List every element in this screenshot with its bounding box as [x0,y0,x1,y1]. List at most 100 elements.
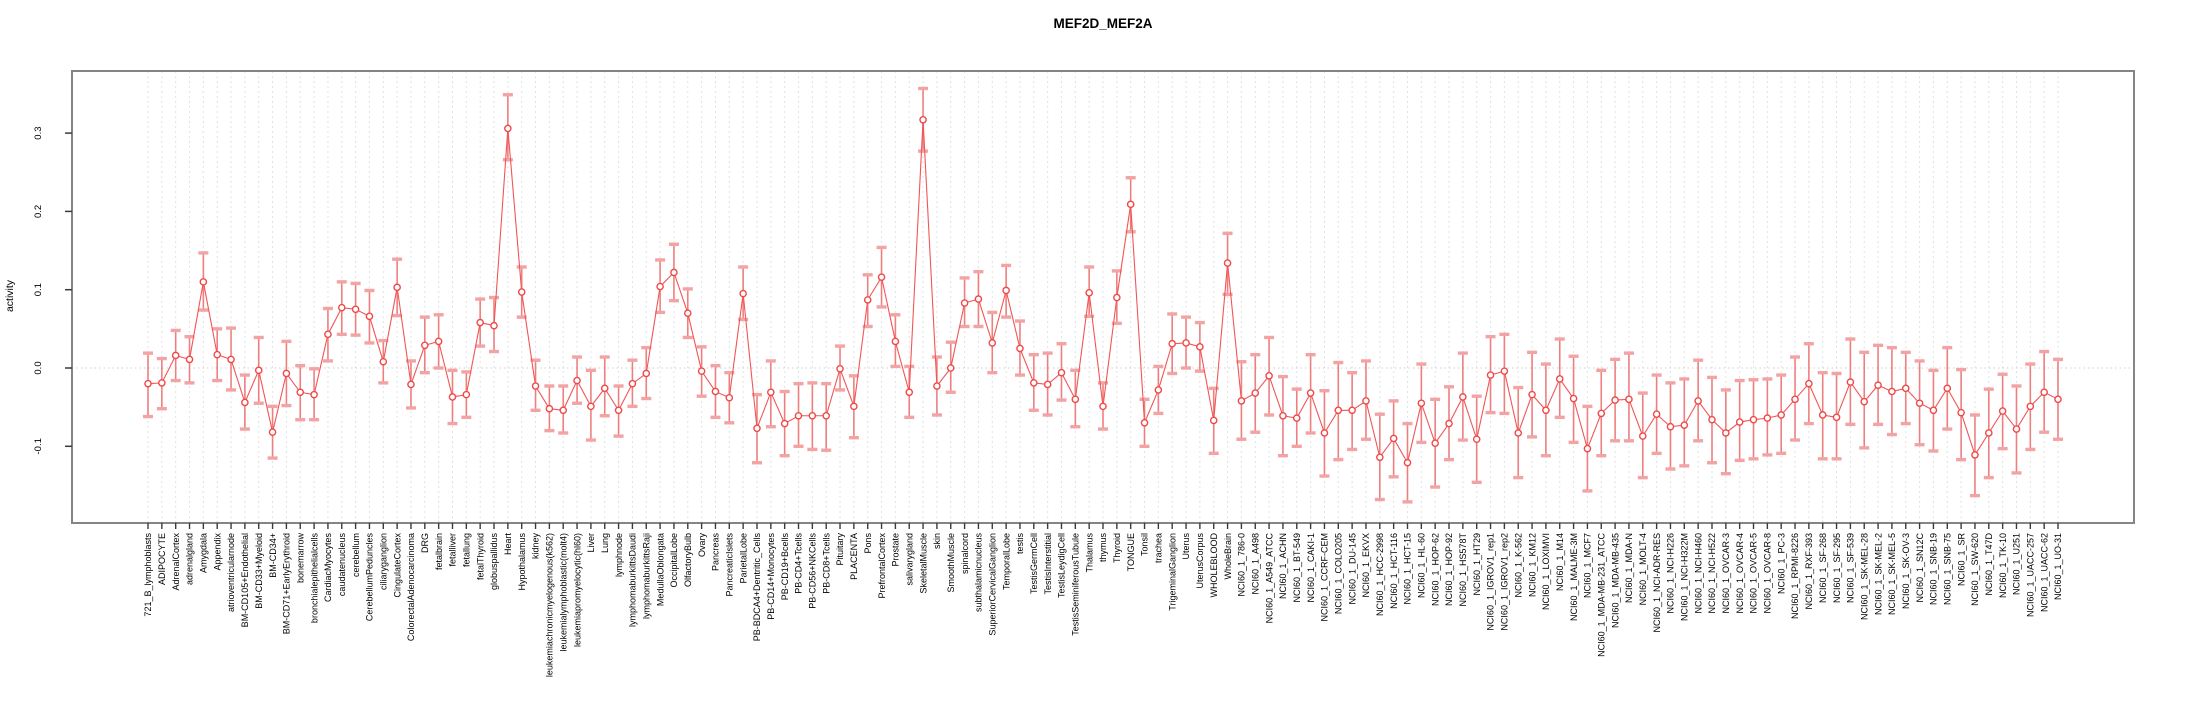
data-point [822,411,830,420]
data-point [1126,200,1135,209]
data-point [836,364,844,373]
data-point [850,402,858,411]
x-tick-label: subthalamicnucleus [974,533,984,613]
x-tick-label: NCI60_1_SF-539 [1846,533,1856,603]
data-point [1265,372,1273,380]
x-tick-label: Uterus [1181,533,1191,560]
data-point [1666,422,1675,431]
y-tick-label: 0.1 [33,283,44,296]
data-point [739,289,747,298]
data-point [379,357,388,366]
x-tick-label: TestisLeydigCell [1057,533,1067,598]
x-tick-label: PLACENTA [849,533,859,580]
x-tick-label: Thalamus [1084,533,1094,573]
x-tick-label: BM-CD71+EarlyErythroid [282,533,292,634]
x-tick-label: TemporalLobe [1001,533,1011,590]
data-point [946,364,955,372]
data-point [2054,395,2062,404]
x-tick-label: NCI60_1_HCT-116 [1389,533,1399,609]
x-tick-label: NCI60_1_UACC-62 [2039,533,2049,612]
data-point [877,273,886,281]
data-point [1652,410,1661,419]
data-point [1085,289,1093,297]
x-tick-label: leukemiapromyelocytic(hl60) [572,533,582,647]
x-tick-label: Tonsil [1140,533,1150,556]
x-tick-label: NCI60_1_NCI-H226 [1666,533,1676,614]
x-tick-label: OccipitalLobe [669,533,679,588]
data-point [587,402,595,411]
x-tick-label: PB-CD19+Bcells [780,533,790,601]
x-tick-label: NCI60_1_BT-549 [1292,533,1302,603]
x-tick-label: Prostate [891,533,901,567]
data-point [1237,397,1246,405]
x-tick-label: PrefrontalCortex [877,533,887,599]
data-point [1638,432,1647,440]
data-point [1403,458,1412,467]
data-point [1251,389,1260,397]
data-point [767,388,775,397]
x-tick-label: WHOLEBLOOD [1209,533,1219,598]
data-point [919,115,927,124]
data-point [1320,429,1329,437]
x-tick-label: NCI60_1_NCI-H460 [1693,533,1703,614]
x-tick-label: NCI60_1_HL-60 [1417,533,1427,598]
data-point [683,309,692,317]
data-point [753,424,761,433]
data-point [1888,387,1896,396]
data-point [310,390,318,399]
chart-title: MEF2D_MEF2A [1053,16,1153,31]
x-tick-label: testis [1015,533,1025,555]
x-tick-label: kidney [531,533,541,560]
data-point [1555,375,1564,383]
x-tick-label: NCI60_1_MOLT-4 [1638,533,1648,605]
x-tick-label: NCI60_1_COLO205 [1333,533,1343,614]
x-tick-label: ADIPOCYTE [157,533,167,585]
x-tick-label: SuperiorCervicalGanglion [987,533,997,636]
data-point [144,379,152,388]
data-point [1445,419,1453,428]
data-point [1154,386,1163,394]
data-point [517,288,526,296]
data-point [1971,451,1979,459]
data-point [891,337,900,346]
data-point [697,367,706,375]
x-tick-label: NCI60_1_A549_ATCC [1264,533,1274,624]
x-tick-label: OlfactoryBulb [683,533,693,587]
x-tick-label: fetalliver [448,533,458,567]
data-point [1196,343,1204,351]
data-point [1417,399,1426,408]
data-point [780,419,789,428]
x-tick-label: NCI60_1_SK-MEL-5 [1887,533,1897,615]
x-tick-label: fetalThyroid [475,533,485,580]
data-point [1209,416,1218,425]
x-tick-label: NCI60_1_SK-MEL-2 [1873,533,1883,615]
data-point [254,366,263,375]
x-tick-label: NCI60_1_SNB-19 [1929,533,1939,605]
x-tick-label: NCI60_1_SK-OV-3 [1901,533,1911,609]
data-point [2012,425,2021,433]
data-point [1348,406,1356,415]
data-point [1071,395,1080,404]
data-point [434,337,443,346]
data-point [185,355,194,364]
data-point [545,404,554,413]
data-point [213,350,221,359]
x-tick-label: lymphomaburkittsDaudi [628,533,638,627]
x-tick-label: salivarygland [904,533,914,586]
x-tick-label: UterusCorpus [1195,533,1205,589]
x-tick-label: lymphnode [614,533,624,577]
x-tick-label: NCI60_1_RXF-393 [1804,533,1814,610]
x-tick-label: bonemarrow [295,533,305,584]
data-point [1846,378,1855,386]
x-tick-label: TONGUE [1126,533,1136,571]
x-tick-label: NCI60_1_A498 [1250,533,1260,595]
y-tick-label: -0.1 [33,438,44,454]
data-point [711,387,720,396]
data-point [1376,453,1384,462]
x-tick-label: TestisInterstitial [1043,533,1053,595]
data-point [1749,415,1758,424]
data-point [1694,397,1702,405]
x-tick-label: spinalcord [960,533,970,574]
x-tick-label: NCI60_1_SNB-75 [1942,533,1952,605]
